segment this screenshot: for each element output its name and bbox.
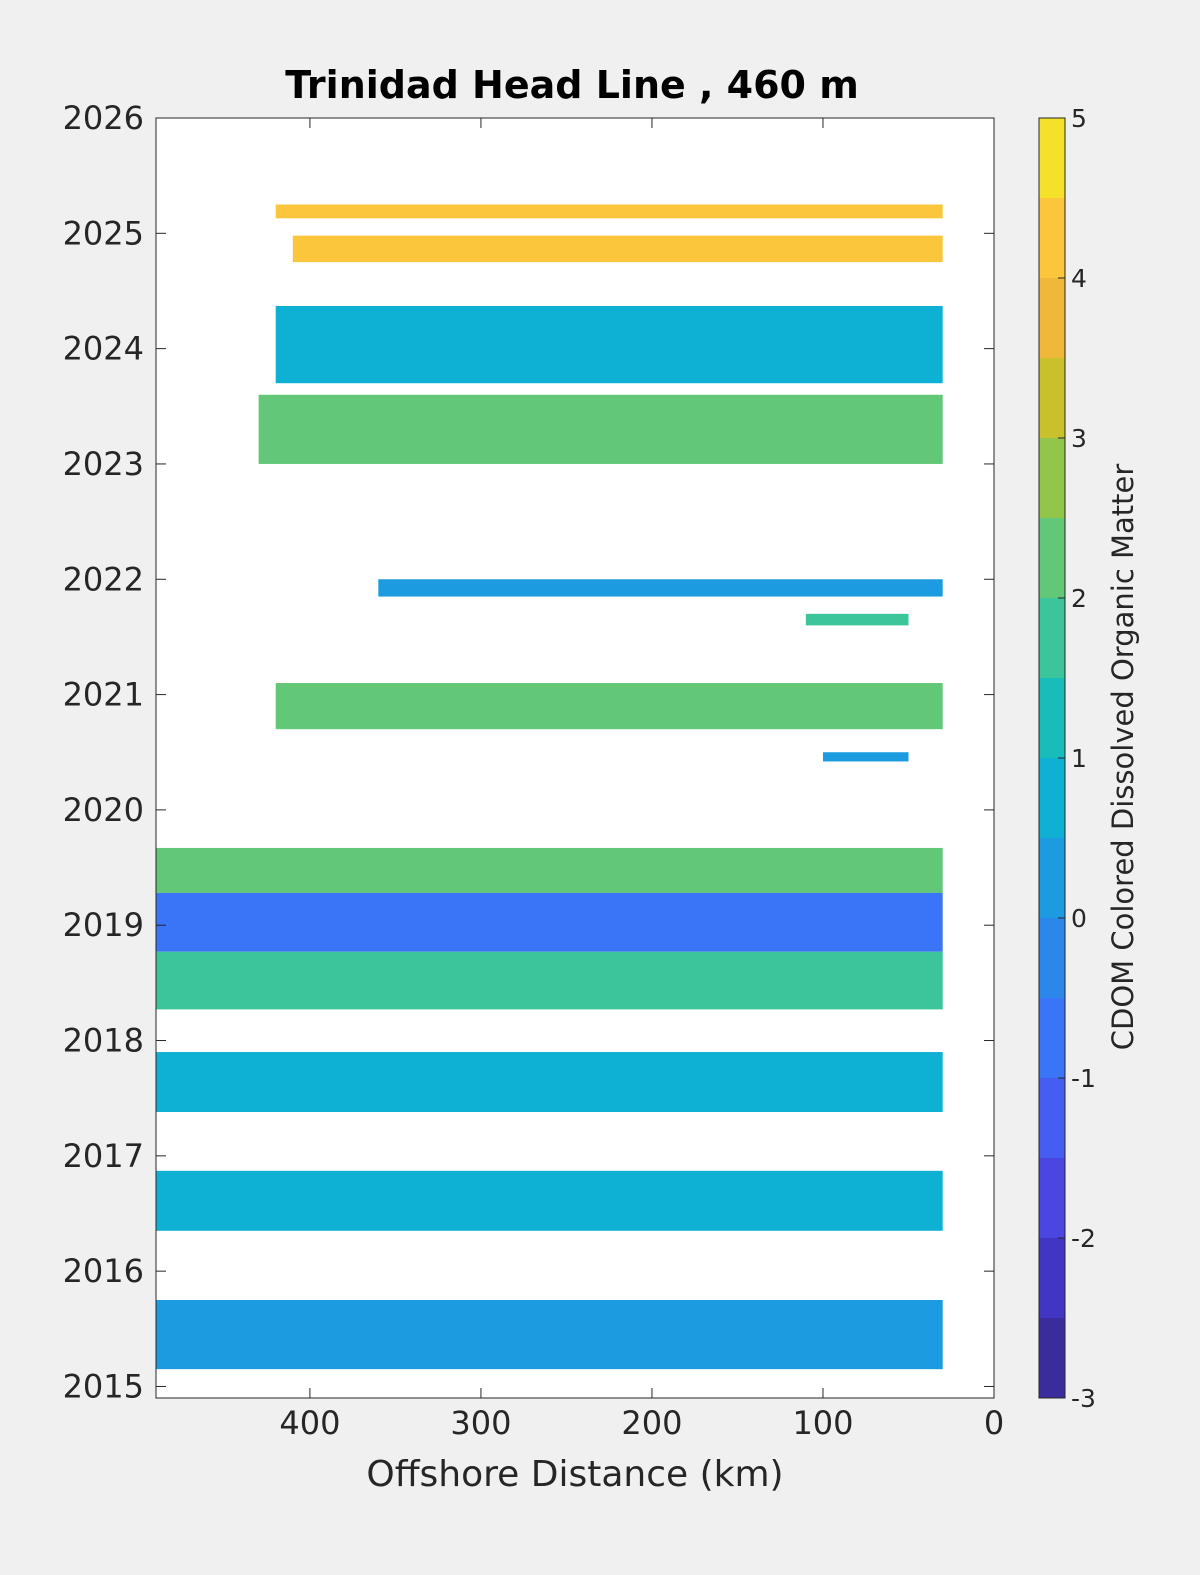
colorbar-swatch (1039, 758, 1065, 838)
x-tick-label: 300 (450, 1404, 511, 1442)
chart-title: Trinidad Head Line , 460 m (285, 63, 859, 107)
y-tick-label: 2026 (63, 99, 144, 137)
colorbar (1038, 117, 1066, 1399)
colorbar-swatch (1039, 438, 1065, 518)
colorbar-swatch (1039, 1238, 1065, 1318)
contour-band (805, 613, 909, 626)
colorbar-swatch (1039, 198, 1065, 278)
colorbar-swatch (1039, 278, 1065, 358)
colorbar-swatch (1039, 598, 1065, 678)
colorbar-swatch (1039, 998, 1065, 1078)
colorbar-tick-label: -1 (1071, 1064, 1096, 1093)
colorbar-tick-label: 4 (1071, 264, 1087, 293)
x-axis-label: Offshore Distance (km) (366, 1454, 783, 1495)
x-tick-label: 200 (621, 1404, 682, 1442)
y-tick-label: 2023 (63, 445, 144, 483)
x-tick-label: 100 (792, 1404, 853, 1442)
colorbar-swatch (1039, 678, 1065, 758)
contour-band (275, 204, 943, 219)
colorbar-tick-label: 0 (1071, 904, 1087, 933)
contour-band (156, 1170, 943, 1231)
contour-band (156, 1052, 943, 1113)
colorbar-tick-label: 1 (1071, 744, 1087, 773)
contour-band (156, 892, 943, 952)
colorbar-swatch (1039, 118, 1065, 198)
contour-band (258, 394, 943, 464)
colorbar-tick-label: 2 (1071, 584, 1087, 613)
y-tick-label: 2022 (63, 560, 144, 598)
contour-band (156, 1299, 943, 1370)
colorbar-swatch (1039, 518, 1065, 598)
contour-bands (156, 204, 943, 1370)
colorbar-swatch (1039, 1158, 1065, 1238)
colorbar-swatch (1039, 838, 1065, 918)
contour-band (156, 847, 943, 893)
y-tick-label: 2025 (63, 214, 144, 252)
colorbar-swatch (1039, 918, 1065, 998)
colorbar-tick-label: 5 (1071, 104, 1087, 133)
colorbar-tick-label: -2 (1071, 1224, 1096, 1253)
y-axis-ticks: 2015 2016 2017 2018 2019 2020 2021 2022 2023 2024… (63, 99, 994, 1405)
y-tick-label: 2020 (63, 791, 144, 829)
y-tick-label: 2016 (63, 1252, 144, 1290)
contour-band (292, 235, 943, 263)
y-tick-label: 2018 (63, 1022, 144, 1060)
colorbar-tick-label: 3 (1071, 424, 1087, 453)
y-tick-label: 2021 (63, 676, 144, 714)
contour-band (378, 579, 943, 597)
colorbar-label: CDOM Colored Dissolved Organic Matter (1106, 464, 1140, 1051)
y-tick-label: 2019 (63, 906, 144, 944)
contour-band (275, 305, 943, 384)
contour-band (822, 752, 909, 762)
plot-frame (155, 117, 995, 1399)
y-tick-label: 2017 (63, 1137, 144, 1175)
colorbar-ticks: -3 -2 -1 0 1 2 3 4 5 (1058, 104, 1096, 1413)
colorbar-tick-label: -3 (1071, 1384, 1096, 1413)
x-axis-ticks: 400 300 200 100 0 (279, 118, 1004, 1442)
x-tick-label: 400 (279, 1404, 340, 1442)
y-tick-label: 2015 (63, 1367, 144, 1405)
contour-band (275, 683, 943, 730)
contour-band (156, 951, 943, 1010)
colorbar-swatch (1039, 1078, 1065, 1158)
y-tick-label: 2024 (63, 330, 144, 368)
x-tick-label: 0 (984, 1404, 1004, 1442)
colorbar-swatch (1039, 358, 1065, 438)
colorbar-swatch (1039, 1318, 1065, 1398)
